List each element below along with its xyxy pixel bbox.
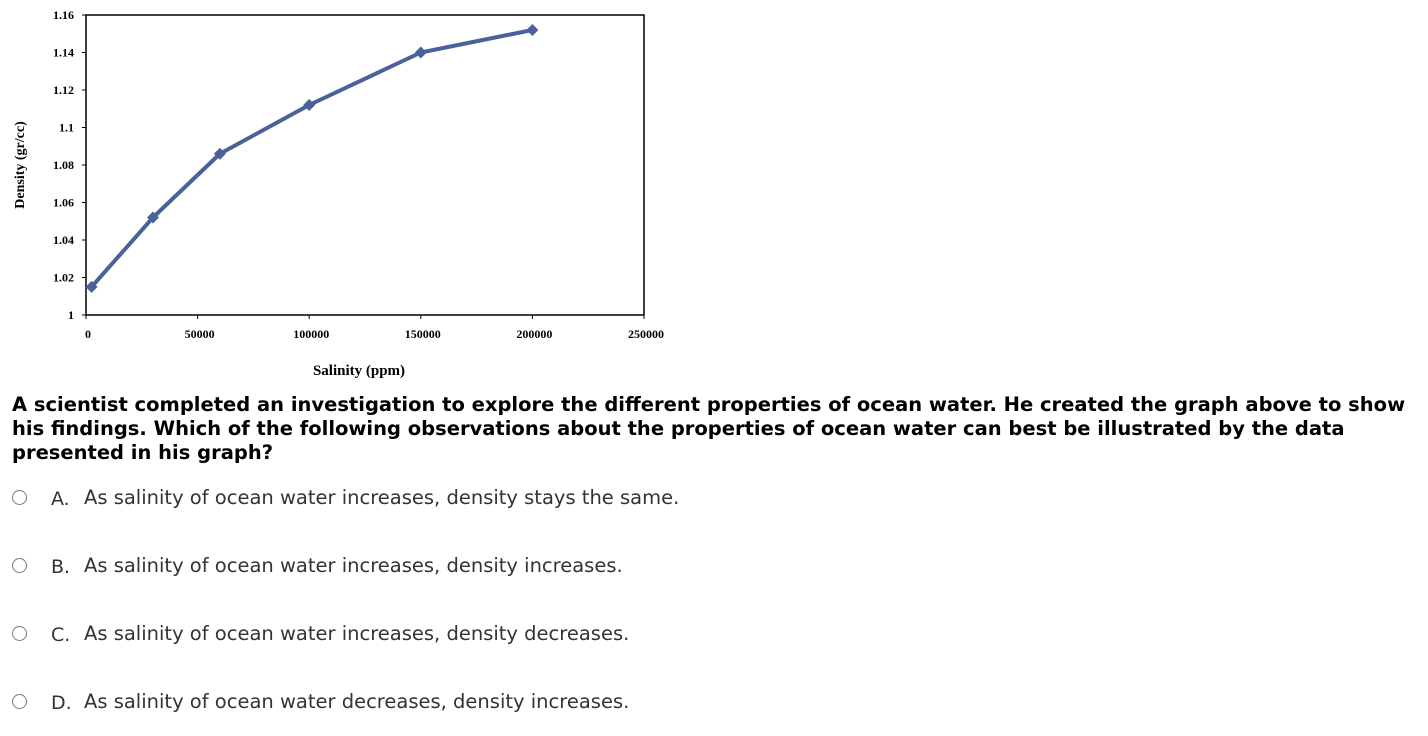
option-d-radio[interactable] [12,693,27,709]
option-a[interactable]: A. As salinity of ocean water increases,… [12,482,912,512]
x-tick-label: 50000 [185,327,215,341]
x-tick-label: 200000 [516,327,552,341]
y-tick-label: 1.12 [53,83,74,97]
y-tick-label: 1.16 [53,8,74,22]
option-d-text: As salinity of ocean water decreases, de… [84,689,630,713]
x-tick-label: 250000 [628,327,664,341]
y-axis-ticks: 1 1.02 1.04 1.06 1.08 1.1 1.12 1.14 1.16 [53,8,86,322]
x-tick-label: 100000 [293,327,329,341]
x-tick-label: 150000 [405,327,441,341]
y-tick-label: 1.08 [53,158,74,172]
x-axis-label: Salinity (ppm) [313,363,405,379]
density-salinity-chart: 1 1.02 1.04 1.06 1.08 1.1 1.12 1.14 1.16 0 50000 1… [13,8,664,379]
y-tick-label: 1.06 [53,196,74,210]
data-point-marker [414,46,427,59]
x-tick-label: 0 [85,327,91,341]
data-point-marker [303,99,316,111]
data-point-marker [213,147,226,160]
option-d[interactable]: D. As salinity of ocean water decreases,… [12,686,912,716]
option-b-radio[interactable] [12,557,27,573]
data-series [85,24,539,293]
option-c[interactable]: C. As salinity of ocean water increases,… [12,618,912,648]
y-tick-label: 1.14 [53,46,74,60]
option-c-text: As salinity of ocean water increases, de… [84,621,630,645]
option-a-letter: A. [51,488,70,510]
option-a-text: As salinity of ocean water increases, de… [84,485,680,509]
option-d-letter: D. [51,692,72,714]
option-c-radio[interactable] [12,625,27,641]
y-tick-label: 1.02 [53,271,74,285]
y-tick-label: 1 [68,308,74,322]
option-b[interactable]: B. As salinity of ocean water increases,… [12,550,912,580]
data-point-marker [85,280,98,293]
question-text: A scientist completed an investigation t… [12,393,1406,464]
y-axis-label: Density (gr/cc) [13,121,28,209]
option-b-text: As salinity of ocean water increases, de… [84,553,623,577]
data-point-marker [526,24,539,36]
y-tick-label: 1.1 [59,121,74,135]
plot-frame [85,14,645,316]
x-axis-ticks: 0 50000 100000 150000 200000 250000 [85,315,664,341]
data-point-marker [146,211,159,224]
y-tick-label: 1.04 [53,233,74,247]
option-c-letter: C. [51,624,71,646]
series-line [90,28,533,289]
option-a-radio[interactable] [12,489,27,505]
option-b-letter: B. [51,556,71,578]
